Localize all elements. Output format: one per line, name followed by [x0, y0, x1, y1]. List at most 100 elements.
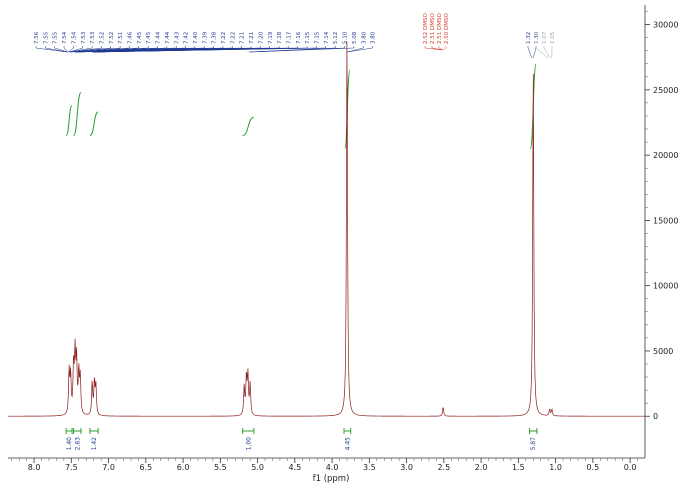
y-tick-label: 5000: [653, 347, 673, 356]
peak-shift-label: 7.51: [118, 32, 124, 44]
peak-leader-line: [251, 46, 355, 53]
peak-shift-label: 1.05: [550, 31, 556, 44]
x-tick-label: 7.5: [65, 463, 78, 472]
x-tick-label: 3.0: [400, 463, 413, 472]
peak-leader-line: [527, 46, 532, 59]
x-axis-ticks: 8.0 7.5 7.0 6.5 6.0 5.5 5.0 4.5 4.0 3.5 3.0 2.5 2.0 1…: [11, 458, 638, 472]
peak-shift-label: 7.17: [286, 31, 292, 44]
peak-shift-label: 5.12: [333, 32, 339, 44]
peak-leader-line: [45, 46, 68, 53]
y-tick-label: 25000: [653, 86, 678, 95]
peak-shift-label: 5.08: [352, 31, 358, 44]
peak-shift-label: 2.52 DMSO: [423, 13, 429, 44]
peak-shift-label: 7.43: [174, 31, 180, 44]
peak-shift-label: 7.53: [81, 31, 87, 44]
peak-shift-label: 7.22: [230, 32, 236, 44]
peak-shift-label: 7.14: [324, 31, 330, 44]
peak-shift-label: 1.10: [534, 31, 540, 44]
peak-shift-label: 7.39: [202, 31, 208, 44]
x-tick-label: 2.5: [437, 463, 450, 472]
spectrum-line: [8, 41, 645, 417]
peak-shift-label: 7.54: [62, 31, 68, 44]
x-tick-label: 2.0: [475, 463, 488, 472]
peak-leader-line: [63, 46, 69, 53]
peak-shift-label: 7.44: [165, 31, 171, 44]
integral-curve: [65, 105, 73, 137]
peak-shift-label: 7.18: [277, 31, 283, 44]
x-tick-label: 1.0: [549, 463, 562, 472]
peak-leader-line: [535, 46, 549, 59]
peak-shift-label: 7.40: [193, 31, 199, 44]
peak-leader-line: [346, 46, 373, 53]
peak-shift-label: 7.55: [43, 31, 49, 44]
peak-shift-label: 2.51 DMSO: [437, 13, 443, 44]
peak-leader-line: [69, 46, 93, 53]
integral-curve: [89, 111, 99, 137]
x-axis-title: f1 (ppm): [313, 474, 350, 484]
peak-leader-line: [69, 46, 102, 53]
peak-shift-label: 7.45: [146, 31, 152, 44]
y-tick-label: 30000: [653, 21, 678, 30]
integral-value-label: 2.83: [74, 437, 81, 451]
peak-shift-label: 7.52: [99, 32, 105, 44]
peak-shift-label: 7.16: [296, 31, 302, 44]
integral-value-label: 1.40: [66, 437, 73, 451]
y-tick-label: 15000: [653, 216, 678, 225]
x-tick-label: 0.5: [586, 463, 599, 472]
peak-leader-line: [68, 46, 74, 53]
integral-curve: [242, 116, 255, 137]
peak-shift-label: 7.56: [34, 31, 40, 44]
y-axis-ticks: 0 5000 10000 15000 20000 25000 30000: [645, 11, 678, 421]
peak-shift-label: 7.54: [71, 31, 77, 44]
peak-leader-line: [69, 46, 112, 53]
peak-leader-line: [80, 46, 214, 53]
peak-leader-line: [424, 46, 443, 51]
integral-curve: [73, 91, 82, 137]
integral-value-label: 4.45: [344, 437, 351, 451]
x-tick-label: 8.0: [28, 463, 41, 472]
peak-shift-label: 7.19: [268, 31, 274, 44]
x-tick-label: 0.0: [624, 463, 637, 472]
peak-shift-label: 7.42: [184, 32, 190, 44]
peak-leader-line: [35, 46, 67, 53]
peak-shift-label: 7.46: [128, 31, 134, 44]
x-tick-label: 4.0: [326, 463, 339, 472]
peak-shift-label: 3.80: [371, 31, 377, 44]
peak-shift-label: 7.55: [53, 31, 59, 44]
peak-labels: 7.56 7.55 7.55 7.54 7.54 7.53 7.53 7.52 7.52 7.51…: [34, 13, 556, 59]
peak-shift-label: 7.44: [156, 31, 162, 44]
peak-shift-label: 7.20: [258, 31, 264, 44]
x-tick-label: 1.5: [512, 463, 525, 472]
peak-shift-label: 7.15: [305, 31, 311, 44]
peak-shift-label: 7.22: [221, 32, 227, 44]
x-tick-label: 5.0: [251, 463, 264, 472]
peak-leader-line: [70, 46, 121, 53]
integral-value-label: 1.42: [91, 437, 98, 451]
x-tick-label: 3.5: [363, 463, 376, 472]
x-tick-label: 6.5: [139, 463, 152, 472]
peak-shift-label: 7.15: [315, 31, 321, 44]
peak-shift-label: 1.32: [526, 32, 532, 44]
x-tick-label: 4.5: [288, 463, 301, 472]
spectrum-trace: [8, 41, 645, 417]
peak-shift-label: 2.51 DMSO: [430, 13, 436, 44]
peak-shift-label: 3.80: [361, 31, 367, 44]
peak-shift-label: 1.07: [542, 31, 548, 44]
peak-leader-line: [443, 46, 447, 51]
peak-leader-line: [54, 46, 68, 53]
peak-shift-label: 2.50 DMSO: [444, 13, 450, 44]
y-tick-label: 0: [653, 412, 658, 421]
peak-shift-label: 7.38: [212, 31, 218, 44]
y-tick-label: 10000: [653, 282, 678, 291]
peak-shift-label: 7.53: [90, 31, 96, 44]
peak-shift-label: 7.21: [249, 32, 255, 44]
integral-value-label: 5.87: [530, 437, 537, 451]
integral-value-label: 1.00: [245, 437, 252, 451]
y-tick-label: 20000: [653, 151, 678, 160]
peak-shift-label: 7.52: [109, 32, 115, 44]
x-tick-label: 6.0: [177, 463, 190, 472]
peak-leader-line: [543, 46, 551, 59]
x-tick-label: 7.0: [102, 463, 115, 472]
